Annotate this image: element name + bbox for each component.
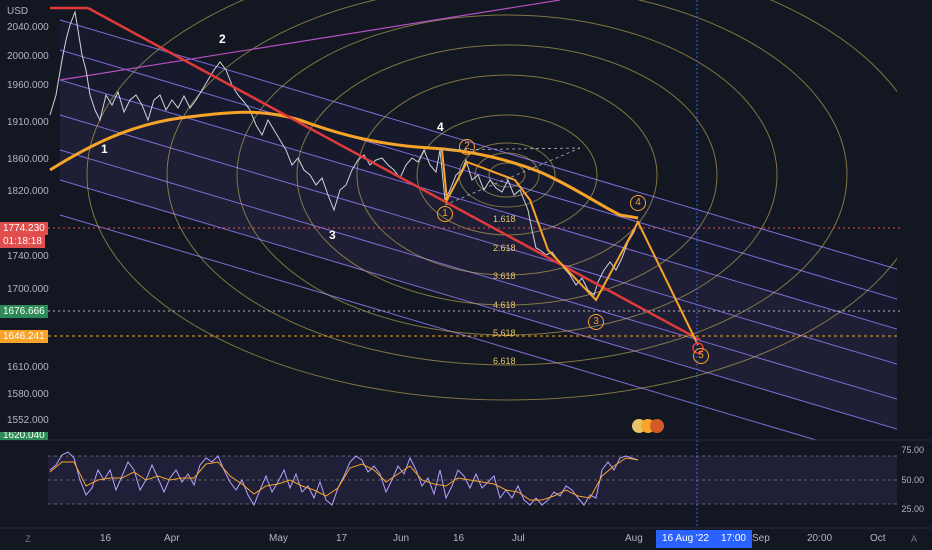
x-tick: Jul bbox=[512, 533, 525, 544]
x-tick: 17 bbox=[336, 533, 348, 544]
rsi-tick: 25.00 bbox=[901, 504, 924, 514]
fib-label: 1.618 bbox=[493, 214, 516, 224]
x-tick: Jun bbox=[393, 533, 410, 544]
elliott-wave-path bbox=[441, 149, 699, 346]
guide-line-2 bbox=[444, 147, 581, 206]
level-b-tag: 1646.241 bbox=[0, 330, 48, 343]
countdown-tag: 01:18:18 bbox=[0, 235, 45, 248]
crosshair-time: 17:00 bbox=[720, 533, 746, 544]
y-tick: 1860.000 bbox=[7, 154, 49, 165]
x-tick: Oct bbox=[870, 533, 886, 544]
wave-label-orange: 5 bbox=[693, 348, 709, 364]
x-tick: 16 bbox=[100, 533, 112, 544]
y-tick: 1960.000 bbox=[7, 80, 49, 91]
y-tick: 2040.000 bbox=[7, 22, 49, 33]
auto-scale-button[interactable]: A bbox=[910, 534, 917, 544]
x-tick: Apr bbox=[164, 533, 180, 544]
y-tick: 1740.000 bbox=[7, 251, 49, 262]
x-tick: Aug bbox=[625, 533, 643, 544]
rsi-tick: 75.00 bbox=[901, 445, 924, 455]
fib-label: 4.618 bbox=[493, 300, 516, 310]
price-series bbox=[49, 10, 639, 296]
y-tick: 1580.000 bbox=[7, 389, 49, 400]
wave-label-orange: 3 bbox=[588, 314, 604, 330]
fib-label: 2.618 bbox=[493, 243, 516, 253]
zoom-button[interactable]: Z bbox=[25, 534, 31, 544]
wave-label-white: 3 bbox=[329, 228, 336, 242]
x-tick: May bbox=[269, 533, 288, 544]
wave-label-orange: 2 bbox=[459, 139, 475, 155]
y-tick: 1910.000 bbox=[7, 117, 49, 128]
currency-label: USD bbox=[7, 6, 29, 17]
magenta-trendline bbox=[59, 0, 561, 81]
level-a-tag: 1676.666 bbox=[0, 305, 48, 318]
trendline-main bbox=[87, 6, 701, 342]
crosshair-time-tag: 16 Aug '22 17:00 bbox=[656, 530, 752, 548]
x-tick: 20:00 bbox=[807, 533, 833, 544]
crosshair-date: 16 Aug '22 bbox=[662, 533, 709, 544]
x-tick: Sep bbox=[752, 533, 770, 544]
current-price-tag: 1774.230 bbox=[0, 222, 48, 235]
fib-label: 6.618 bbox=[493, 356, 516, 366]
guide-line bbox=[439, 147, 581, 151]
y-tick: 1820.000 bbox=[7, 186, 49, 197]
wave-label-white: 4 bbox=[437, 120, 444, 134]
x-tick: 16 bbox=[453, 533, 465, 544]
y-tick: 1610.000 bbox=[7, 362, 49, 373]
y-tick: 1552.000 bbox=[7, 415, 49, 426]
fib-circles bbox=[86, 0, 897, 401]
moving-average bbox=[49, 110, 639, 220]
bottom-partial-tag: 1620.040 bbox=[0, 432, 48, 440]
wave-label-orange: 1 bbox=[437, 206, 453, 222]
event-icons[interactable] bbox=[632, 419, 664, 433]
y-tick: 2000.000 bbox=[7, 51, 49, 62]
y-tick: 1700.000 bbox=[7, 284, 49, 295]
wave-label-orange: 4 bbox=[630, 195, 646, 211]
rsi-tick: 50.00 bbox=[901, 475, 924, 485]
rsi-pane bbox=[48, 451, 897, 507]
wave-label-white: 1 bbox=[101, 142, 108, 156]
fib-label: 3.618 bbox=[493, 271, 516, 281]
regression-channel bbox=[59, 19, 897, 440]
fib-label: 5.618 bbox=[493, 328, 516, 338]
wave-label-white: 2 bbox=[219, 32, 226, 46]
